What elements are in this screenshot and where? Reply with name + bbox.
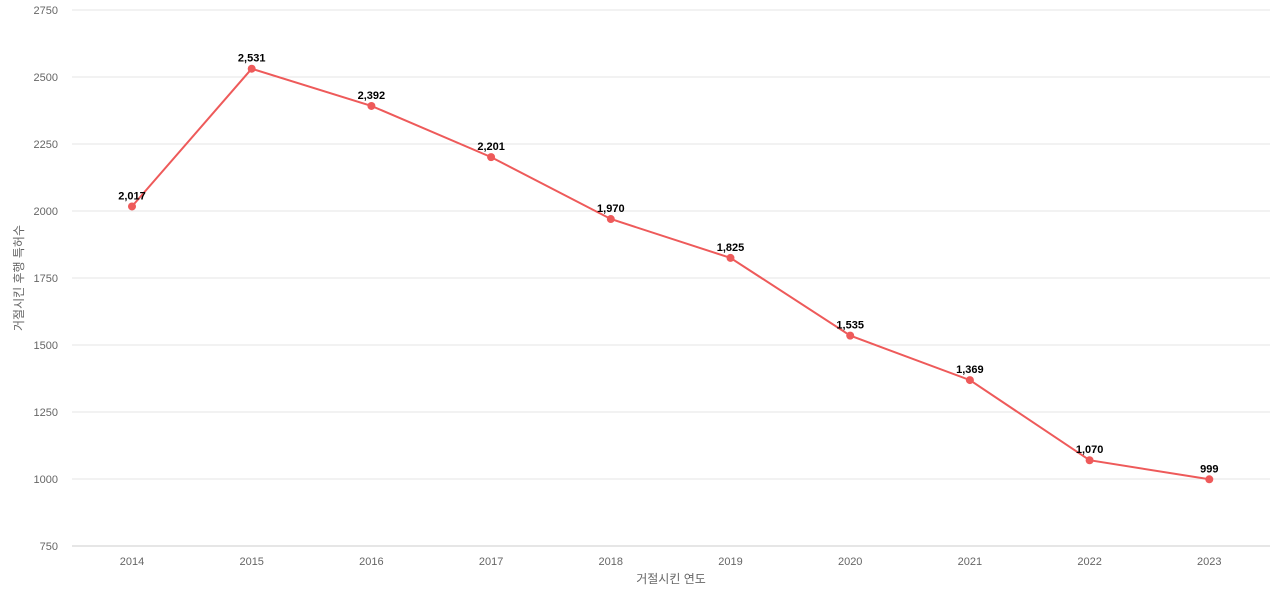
x-tick-label: 2022 xyxy=(1077,556,1101,568)
data-label: 999 xyxy=(1200,463,1218,475)
x-tick-label: 2023 xyxy=(1197,556,1221,568)
y-tick-label: 1750 xyxy=(34,273,58,285)
x-tick-label: 2016 xyxy=(359,556,383,568)
data-point[interactable] xyxy=(1205,475,1214,484)
data-label: 2,392 xyxy=(358,90,386,102)
data-label: 1,825 xyxy=(717,242,745,254)
data-label: 2,201 xyxy=(477,141,505,153)
data-point[interactable] xyxy=(846,331,855,340)
data-label: 1,970 xyxy=(597,203,625,215)
data-label: 1,535 xyxy=(836,320,864,332)
x-tick-label: 2017 xyxy=(479,556,503,568)
grid-layer xyxy=(72,9,1270,480)
data-point[interactable] xyxy=(367,101,376,110)
data-point[interactable] xyxy=(965,376,974,385)
data-point[interactable] xyxy=(726,253,735,262)
x-axis-title: 거절시킨 연도 xyxy=(636,572,706,586)
y-tick-label: 2000 xyxy=(34,206,58,218)
data-point[interactable] xyxy=(1085,456,1094,465)
x-tick-label: 2020 xyxy=(838,556,862,568)
y-tick-label: 1000 xyxy=(34,474,58,486)
series-line xyxy=(131,67,1210,481)
x-tick-label: 2021 xyxy=(958,556,982,568)
data-point[interactable] xyxy=(128,202,136,211)
y-tick-label: 2500 xyxy=(34,72,58,84)
y-tick-label: 1500 xyxy=(34,340,58,352)
x-tick-label: 2019 xyxy=(718,556,742,568)
y-axis-title: 거절시킨 후행 특허수 xyxy=(11,225,26,331)
x-axis-ticks: 2014 2015 2016 2017 2018 2019 2020 2021 2022 2023 xyxy=(120,556,1222,568)
data-label: 2,531 xyxy=(238,53,266,65)
y-tick-label: 750 xyxy=(40,541,58,553)
data-label: 1,369 xyxy=(956,364,984,376)
x-tick-label: 2018 xyxy=(599,556,623,568)
data-point[interactable] xyxy=(606,215,615,224)
data-points xyxy=(128,64,1214,484)
y-axis-ticks: 750 1000 1250 1500 1750 2000 2250 2500 2750 xyxy=(34,5,58,553)
data-point[interactable] xyxy=(247,64,256,73)
data-point[interactable] xyxy=(487,153,496,162)
data-label: 2,017 xyxy=(118,190,146,202)
y-tick-label: 1250 xyxy=(34,407,58,419)
data-label: 1,070 xyxy=(1076,444,1104,456)
x-tick-label: 2015 xyxy=(239,556,263,568)
data-labels: 2,017 2,531 2,392 2,201 1,970 1,825 1,535 1,369… xyxy=(118,53,1218,476)
y-tick-label: 2250 xyxy=(34,139,58,151)
x-tick-label: 2014 xyxy=(120,556,144,568)
y-tick-label: 2750 xyxy=(34,5,58,17)
